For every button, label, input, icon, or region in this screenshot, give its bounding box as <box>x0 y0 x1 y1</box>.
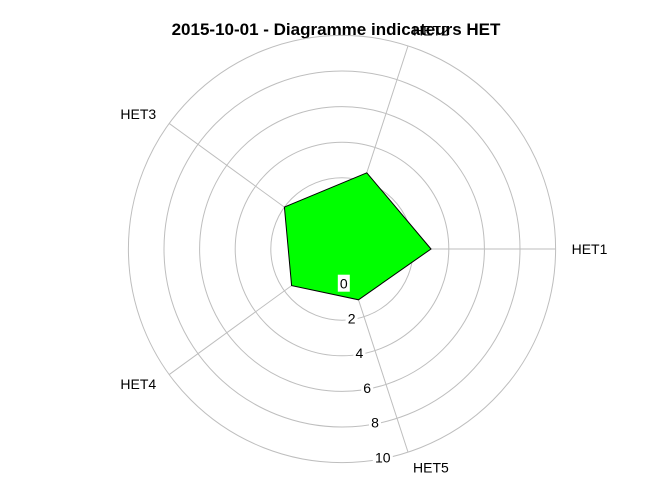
tick-label-10: 10 <box>375 449 391 465</box>
radar-series <box>283 172 432 301</box>
radar-tick-labels: 0 2 4 6 8 10 <box>337 274 393 466</box>
tick-label-0: 0 <box>340 276 348 292</box>
chart-title: 2015-10-01 - Diagramme indicateurs HET <box>172 20 501 39</box>
axis-label-het1: HET1 <box>572 241 608 257</box>
tick-bg-10 <box>372 448 393 466</box>
tick-2: 2 <box>345 309 358 327</box>
tick-bg-6 <box>361 378 374 396</box>
tick-bg-2 <box>345 309 358 327</box>
tick-bg-0 <box>337 274 350 292</box>
radar-axis-labels: HET1 HET2 HET3 HET4 HET5 <box>120 23 607 476</box>
axis-label-het4: HET4 <box>120 376 156 392</box>
axis-label-het5: HET5 <box>413 459 449 475</box>
tick-0: 0 <box>337 274 350 292</box>
data-polygon <box>283 172 432 301</box>
axis-label-het3: HET3 <box>120 106 156 122</box>
tick-label-2: 2 <box>348 311 356 327</box>
tick-8: 8 <box>369 413 381 431</box>
tick-bg-8 <box>369 413 381 431</box>
tick-bg-4 <box>353 344 366 362</box>
axis-label-het2: HET2 <box>413 23 449 39</box>
tick-4: 4 <box>353 344 366 362</box>
tick-label-6: 6 <box>363 380 371 396</box>
tick-label-8: 8 <box>371 415 379 431</box>
tick-10: 10 <box>372 448 393 466</box>
tick-6: 6 <box>361 378 374 396</box>
tick-label-4: 4 <box>356 345 364 361</box>
